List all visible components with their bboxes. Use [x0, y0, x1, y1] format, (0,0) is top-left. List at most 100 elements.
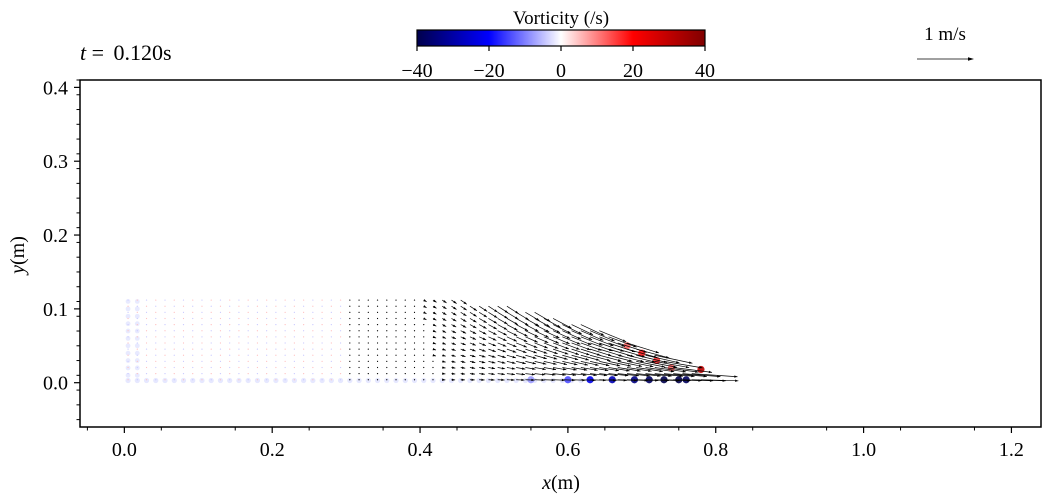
velocity-vector — [571, 336, 592, 346]
velocity-vector — [312, 305, 314, 307]
velocity-vector — [192, 299, 194, 301]
velocity-vector-head — [462, 324, 467, 328]
vorticity-marker — [254, 377, 261, 384]
velocity-vector-head — [524, 328, 529, 331]
velocity-vector-head — [423, 311, 427, 314]
velocity-vector — [636, 367, 663, 372]
reference-vector-label: 1 m/s — [924, 24, 966, 45]
velocity-vector — [164, 379, 166, 381]
x-axis-label-unit: (m) — [551, 472, 580, 494]
velocity-vector — [182, 299, 185, 301]
velocity-vector — [284, 354, 286, 356]
velocity-vector — [192, 379, 194, 381]
vorticity-marker — [282, 377, 288, 384]
velocity-vector — [376, 373, 379, 375]
velocity-vector-head — [443, 306, 447, 309]
velocity-vector-head — [423, 317, 427, 320]
velocity-vector — [219, 336, 222, 338]
velocity-vector — [404, 336, 406, 338]
velocity-vector-head — [621, 344, 625, 347]
velocity-vector — [145, 311, 148, 313]
vorticity-marker — [134, 306, 140, 312]
velocity-vector-head — [502, 344, 507, 347]
velocity-vector — [404, 305, 406, 307]
velocity-vector — [617, 348, 646, 358]
vorticity-marker — [374, 377, 381, 384]
velocity-vector — [238, 323, 240, 326]
vorticity-marker — [384, 377, 390, 384]
velocity-vector-head — [594, 368, 598, 371]
velocity-vector — [182, 373, 185, 375]
velocity-vector — [201, 360, 203, 362]
velocity-vector — [413, 311, 416, 313]
velocity-vector-head — [482, 331, 487, 335]
velocity-vector — [155, 323, 157, 326]
velocity-vector-head — [481, 372, 485, 376]
velocity-vector-head — [452, 342, 456, 345]
velocity-vector — [275, 299, 277, 301]
velocity-vector-head — [522, 361, 526, 365]
velocity-vector — [349, 311, 351, 313]
velocity-vector — [321, 317, 323, 320]
velocity-vector-head — [492, 343, 497, 347]
velocity-vector — [136, 379, 138, 381]
velocity-vector-head — [533, 345, 538, 348]
velocity-vector — [339, 348, 342, 350]
velocity-vector — [266, 373, 268, 375]
velocity-vector — [423, 330, 425, 332]
velocity-vector-head — [599, 338, 604, 341]
vorticity-marker — [393, 377, 399, 384]
y-axis: 0.0 0.1 0.2 0.3 0.4 — [43, 77, 80, 421]
velocity-vector — [395, 354, 397, 356]
velocity-vector — [173, 299, 175, 301]
velocity-vector — [210, 336, 212, 338]
velocity-vector — [432, 373, 434, 375]
velocity-vector — [367, 317, 369, 320]
velocity-vector — [654, 367, 687, 373]
velocity-vector — [247, 317, 249, 320]
velocity-vector — [145, 323, 148, 326]
velocity-vector-head — [523, 350, 527, 353]
colorbar-ticks: −40 −20 0 20 40 — [401, 46, 715, 82]
velocity-vector — [210, 379, 212, 381]
velocity-vector — [210, 323, 212, 326]
velocity-vector — [266, 360, 268, 362]
velocity-vector — [589, 330, 615, 342]
velocity-vector — [367, 342, 369, 344]
vorticity-marker — [319, 377, 325, 384]
velocity-vector-head — [452, 324, 457, 328]
velocity-vector — [339, 354, 342, 356]
velocity-vector-head — [699, 366, 703, 369]
time-label-var: t — [80, 40, 87, 65]
velocity-vector-head — [433, 305, 437, 309]
velocity-vector-head — [502, 355, 506, 358]
vorticity-marker — [125, 299, 131, 304]
velocity-vector-head — [574, 357, 579, 360]
velocity-vector — [238, 379, 240, 381]
velocity-vector-head — [452, 330, 457, 333]
velocity-vector — [127, 373, 129, 375]
velocity-vector — [164, 373, 166, 375]
velocity-vector-head — [472, 337, 477, 340]
velocity-vector — [127, 360, 129, 362]
velocity-vector — [608, 354, 633, 362]
velocity-vector-head — [493, 326, 497, 330]
velocity-vector — [127, 354, 129, 356]
vorticity-marker — [134, 299, 140, 304]
velocity-vector — [376, 336, 379, 338]
velocity-vector-head — [471, 366, 476, 370]
velocity-vector — [173, 317, 175, 320]
velocity-vector — [303, 348, 305, 350]
velocity-vector — [599, 354, 622, 362]
velocity-vector — [136, 305, 138, 307]
velocity-vector — [229, 373, 231, 375]
velocity-vector-head — [576, 347, 580, 350]
velocity-vector — [164, 323, 166, 326]
velocity-vector — [256, 336, 259, 338]
velocity-vector-head — [595, 363, 599, 366]
velocity-vector — [136, 317, 138, 320]
velocity-vector — [626, 354, 656, 363]
velocity-vector — [247, 373, 249, 375]
velocity-vector — [349, 336, 351, 338]
velocity-vector — [275, 330, 277, 332]
